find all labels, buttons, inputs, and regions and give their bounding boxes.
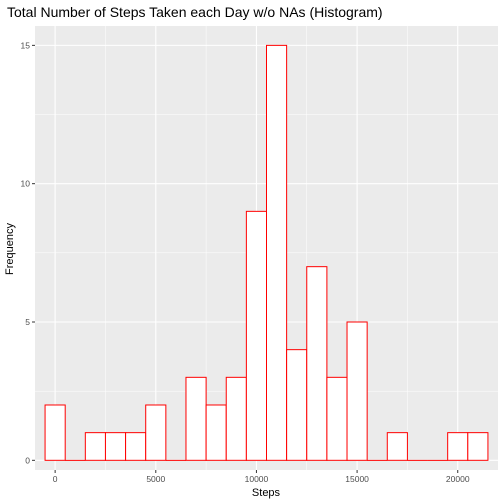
y-tick-label: 5: [25, 317, 30, 327]
histogram-bar: [467, 432, 489, 461]
x-axis-ticks: 0 5000 10000 15000 20000: [53, 470, 470, 484]
histogram-bar: [326, 376, 348, 461]
histogram-bar: [286, 349, 308, 461]
histogram-bar: [84, 432, 106, 461]
histogram-bar: [346, 321, 368, 461]
x-tick-label: 20000: [446, 474, 470, 484]
y-tick-label: 15: [21, 40, 31, 50]
histogram-bar: [447, 432, 469, 461]
histogram-bar: [125, 432, 147, 461]
x-tick-label: 15000: [345, 474, 369, 484]
histogram-bar: [225, 376, 247, 461]
x-tick-label: 0: [53, 474, 58, 484]
chart-title: Total Number of Steps Taken each Day w/o…: [7, 4, 383, 20]
y-axis-ticks: 0 5 10 15: [21, 40, 35, 465]
x-tick-label: 5000: [146, 474, 165, 484]
histogram-bars: [44, 44, 489, 461]
histogram-bar: [185, 376, 207, 461]
histogram-bar: [245, 210, 268, 461]
y-axis-title: Frequency: [4, 223, 16, 275]
histogram-bar: [386, 432, 408, 461]
histogram-bar: [104, 432, 127, 461]
histogram-bar: [44, 404, 66, 461]
y-tick-label: 10: [21, 179, 31, 189]
histogram-bar: [205, 404, 227, 461]
histogram-bar: [306, 266, 328, 461]
histogram-bar: [145, 404, 167, 461]
x-tick-label: 10000: [245, 474, 269, 484]
x-axis-title: Steps: [252, 487, 281, 499]
histogram-bar: [266, 44, 288, 461]
y-tick-label: 0: [25, 455, 30, 465]
